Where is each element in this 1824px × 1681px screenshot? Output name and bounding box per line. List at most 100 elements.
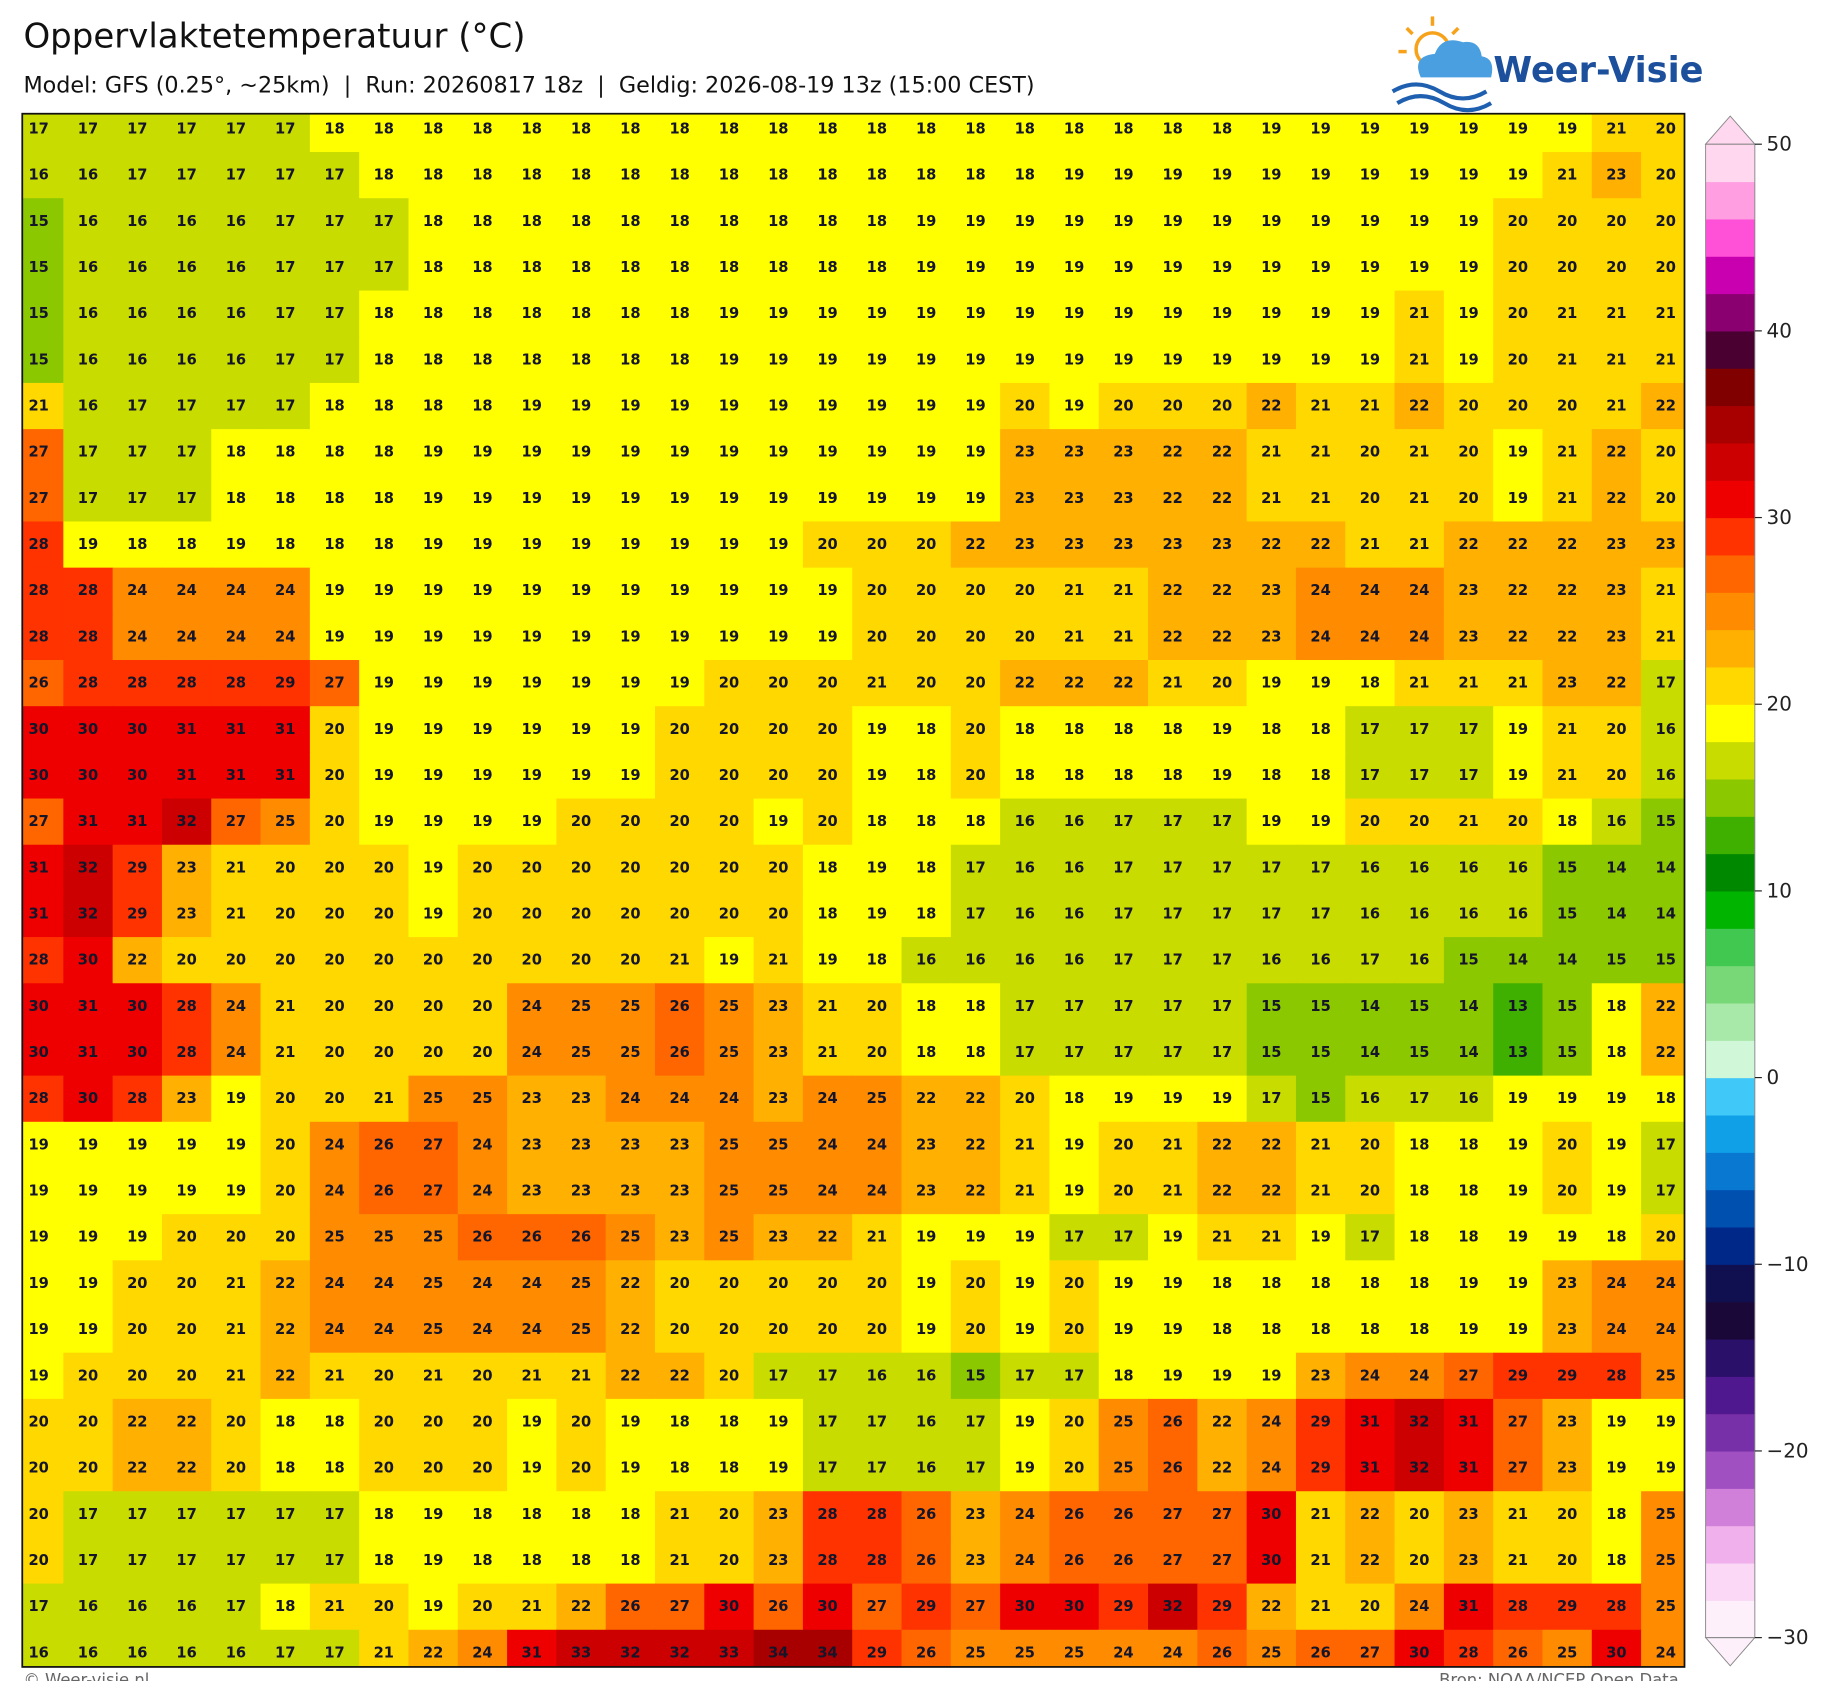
temperature-cell <box>1000 475 1051 523</box>
temperature-cell <box>1148 336 1199 384</box>
temperature-label: 19 <box>1113 259 1133 276</box>
temperature-label: 20 <box>1508 351 1528 368</box>
temperature-label: 24 <box>472 1275 492 1292</box>
temperature-label: 26 <box>1508 1644 1528 1661</box>
temperature-cell <box>1049 983 1100 1031</box>
temperature-label: 20 <box>374 1460 394 1477</box>
temperature-cell <box>112 382 163 430</box>
temperature-cell <box>556 1214 607 1262</box>
temperature-label: 17 <box>176 167 196 184</box>
temperature-label: 24 <box>472 1183 492 1200</box>
temperature-label: 30 <box>127 1044 147 1061</box>
temperature-label: 25 <box>620 1044 640 1061</box>
temperature-label: 23 <box>1113 536 1133 553</box>
temperature-label: 19 <box>78 1275 98 1292</box>
temperature-label: 24 <box>1310 628 1330 645</box>
temperature-label: 19 <box>719 444 739 461</box>
temperature-label: 28 <box>28 582 48 599</box>
temperature-cell <box>1394 152 1445 199</box>
temperature-cell <box>852 152 903 199</box>
temperature-label: 16 <box>1360 1090 1380 1107</box>
temperature-cell <box>22 382 65 430</box>
temperature-cell <box>852 844 903 892</box>
temperature-cell <box>1049 613 1100 661</box>
temperature-cell <box>1394 1121 1445 1169</box>
temperature-cell <box>1493 1583 1544 1631</box>
temperature-cell <box>112 1121 163 1169</box>
temperature-cell <box>507 660 558 707</box>
temperature-cell <box>1197 844 1248 892</box>
temperature-label: 20 <box>176 952 196 969</box>
temperature-label: 18 <box>423 351 443 368</box>
temperature-label: 19 <box>28 1229 48 1246</box>
temperature-cell <box>950 382 1001 430</box>
temperature-label: 19 <box>1113 1321 1133 1338</box>
temperature-cell <box>852 1398 903 1446</box>
temperature-label: 19 <box>1360 167 1380 184</box>
temperature-label: 20 <box>1113 398 1133 415</box>
temperature-cell <box>901 429 952 476</box>
temperature-label: 19 <box>965 305 985 322</box>
temperature-cell <box>22 798 65 846</box>
temperature-cell <box>1148 475 1199 523</box>
temperature-label: 17 <box>1015 1044 1035 1061</box>
temperature-cell <box>1542 752 1593 800</box>
temperature-label: 17 <box>1212 952 1232 969</box>
temperature-label: 23 <box>1064 490 1084 507</box>
temperature-cell <box>1443 1398 1494 1446</box>
temperature-label: 19 <box>423 905 443 922</box>
temperature-label: 19 <box>1015 1460 1035 1477</box>
temperature-label: 25 <box>867 1090 887 1107</box>
temperature-label: 27 <box>1508 1413 1528 1430</box>
temperature-cell <box>704 983 755 1031</box>
temperature-label: 17 <box>176 444 196 461</box>
temperature-cell <box>309 983 360 1031</box>
temperature-label: 20 <box>571 952 591 969</box>
temperature-cell <box>22 567 65 615</box>
temperature-label: 17 <box>28 1598 48 1615</box>
temperature-label: 19 <box>965 351 985 368</box>
temperature-label: 24 <box>1163 1644 1183 1661</box>
temperature-cell <box>654 1445 706 1492</box>
temperature-label: 20 <box>472 905 492 922</box>
temperature-cell <box>1493 198 1544 246</box>
temperature-cell <box>359 1121 410 1169</box>
temperature-label: 19 <box>78 536 98 553</box>
temperature-cell <box>1443 336 1494 384</box>
temperature-cell <box>260 1352 311 1400</box>
temperature-label: 19 <box>1606 1460 1626 1477</box>
temperature-label: 18 <box>719 259 739 276</box>
temperature-label: 33 <box>719 1644 739 1661</box>
temperature-cell <box>211 1352 262 1400</box>
temperature-cell <box>605 1260 656 1308</box>
temperature-cell <box>1295 152 1346 199</box>
temperature-label: 18 <box>374 120 394 137</box>
temperature-cell <box>950 890 1001 938</box>
temperature-label: 17 <box>1064 1367 1084 1384</box>
temperature-cell <box>1394 382 1445 430</box>
temperature-cell <box>1197 752 1248 800</box>
temperature-cell <box>1000 937 1051 984</box>
temperature-label: 18 <box>1261 767 1281 784</box>
temperature-label: 18 <box>176 536 196 553</box>
temperature-label: 19 <box>916 1321 936 1338</box>
temperature-label: 22 <box>1064 675 1084 692</box>
temperature-label: 26 <box>522 1229 542 1246</box>
temperature-label: 20 <box>1015 1090 1035 1107</box>
temperature-cell <box>1641 1352 1685 1400</box>
temperature-cell <box>359 152 410 199</box>
temperature-label: 19 <box>768 490 788 507</box>
temperature-label: 23 <box>1015 490 1035 507</box>
temperature-label: 22 <box>1360 1506 1380 1523</box>
temperature-label: 20 <box>1656 444 1676 461</box>
temperature-label: 18 <box>620 259 640 276</box>
temperature-label: 24 <box>275 582 295 599</box>
temperature-label: 19 <box>1458 305 1478 322</box>
temperature-label: 17 <box>176 1552 196 1569</box>
temperature-cell <box>1591 1029 1642 1077</box>
temperature-cell <box>1591 1583 1642 1631</box>
temperature-cell <box>852 382 903 430</box>
temperature-cell <box>1098 752 1149 800</box>
temperature-cell <box>753 844 804 892</box>
temperature-cell <box>950 613 1001 661</box>
